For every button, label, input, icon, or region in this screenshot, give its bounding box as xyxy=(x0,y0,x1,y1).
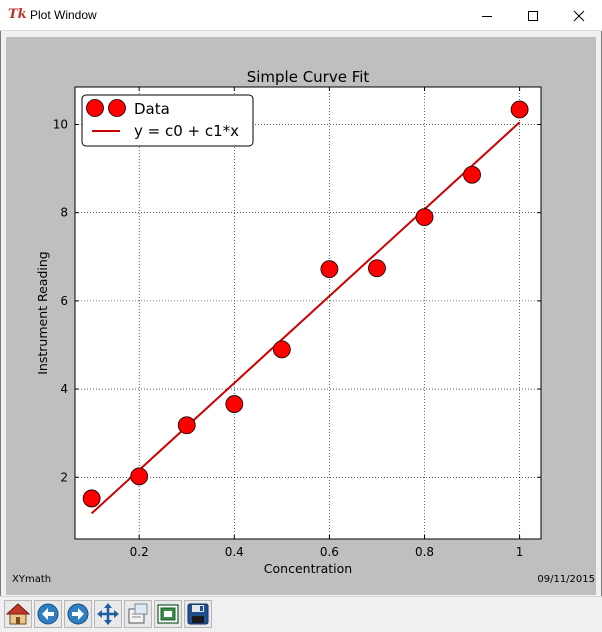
subplots-button[interactable] xyxy=(154,600,182,628)
navigation-toolbar xyxy=(0,596,602,632)
grid-lines xyxy=(75,87,541,539)
arrow-left-icon xyxy=(37,603,59,625)
home-button[interactable] xyxy=(4,600,32,628)
y-tick-label: 6 xyxy=(60,294,68,308)
close-button[interactable] xyxy=(556,0,602,31)
data-point xyxy=(463,165,481,184)
x-axis-label: Concentration xyxy=(264,561,352,576)
data-point xyxy=(415,208,434,226)
x-tick-label: 0.8 xyxy=(415,545,434,559)
legend-data-marker xyxy=(86,99,104,117)
arrow-right-icon xyxy=(67,603,89,625)
y-axis-label: Instrument Reading xyxy=(35,251,50,375)
x-tick-label: 1 xyxy=(516,545,524,559)
data-point xyxy=(272,340,291,359)
y-tick-label: 8 xyxy=(60,206,68,220)
data-point xyxy=(177,416,196,435)
forward-button[interactable] xyxy=(64,600,92,628)
footer-right-text: 09/11/2015 xyxy=(537,574,595,585)
data-point xyxy=(320,260,339,279)
minimize-button[interactable] xyxy=(464,0,510,31)
close-icon xyxy=(573,10,585,21)
back-button[interactable] xyxy=(34,600,62,628)
zoom-button[interactable] xyxy=(124,600,152,628)
fit-line xyxy=(90,121,521,515)
subplots-icon xyxy=(157,604,179,624)
floppy-icon xyxy=(187,603,209,625)
legend-fit-label: y = c0 + c1*x xyxy=(134,122,239,140)
data-point xyxy=(510,100,529,119)
plot-figure[interactable]: 0.2 0.4 0.6 0.8 1 2 4 6 8 10 Simple Curve Fit Con… xyxy=(6,37,596,595)
data-point xyxy=(82,489,101,508)
zoom-rect-icon xyxy=(128,603,148,624)
fit-line-layer xyxy=(90,121,521,515)
chart-title: Simple Curve Fit xyxy=(247,68,370,86)
x-tick-label: 0.4 xyxy=(225,545,244,559)
axes-frame xyxy=(74,86,542,540)
legend-data-marker xyxy=(108,99,126,117)
home-icon xyxy=(6,603,30,625)
move-icon xyxy=(97,603,119,625)
maximize-button[interactable] xyxy=(510,0,556,31)
pan-button[interactable] xyxy=(94,600,122,628)
maximize-icon xyxy=(528,10,538,21)
save-button[interactable] xyxy=(184,600,212,628)
data-point xyxy=(130,467,149,486)
x-tick-label: 0.6 xyxy=(320,545,339,559)
data-point xyxy=(368,259,386,278)
footer-left-text: XYmath xyxy=(12,574,51,585)
minimize-icon xyxy=(482,15,492,17)
y-tick-label: 10 xyxy=(53,117,68,131)
tk-app-icon: Tk xyxy=(8,7,27,22)
data-markers-layer xyxy=(82,100,529,508)
axes-background xyxy=(74,86,542,540)
legend: Data y = c0 + c1*x xyxy=(81,94,254,147)
y-tick-label: 4 xyxy=(60,382,68,396)
axis-ticks: 0.2 0.4 0.6 0.8 1 2 4 6 8 10 xyxy=(53,87,541,559)
x-tick-label: 0.2 xyxy=(130,545,149,559)
title-bar: Tk Plot Window xyxy=(0,0,602,31)
window-title: Plot Window xyxy=(30,8,97,22)
legend-data-label: Data xyxy=(134,100,170,118)
data-point xyxy=(225,395,244,413)
y-tick-label: 2 xyxy=(60,470,68,484)
